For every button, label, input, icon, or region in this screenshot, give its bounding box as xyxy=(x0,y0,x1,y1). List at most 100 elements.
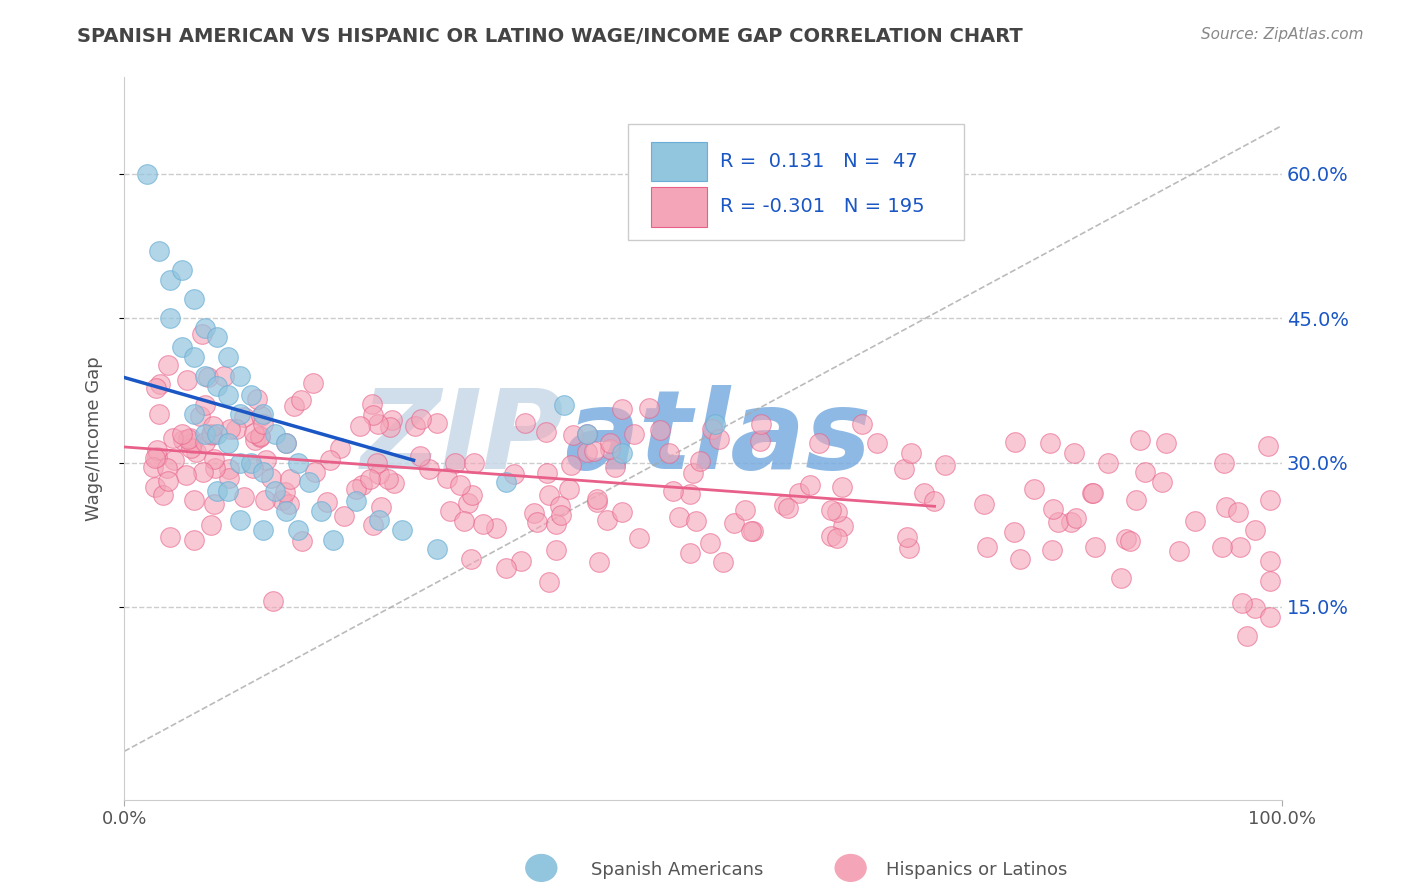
Point xyxy=(596,513,619,527)
Point xyxy=(537,488,560,502)
Point xyxy=(218,422,240,436)
Point xyxy=(1046,515,1069,529)
Point xyxy=(679,546,702,560)
Point xyxy=(679,487,702,501)
Point xyxy=(283,399,305,413)
Point xyxy=(789,486,811,500)
Point xyxy=(148,408,170,422)
Point xyxy=(603,460,626,475)
Point xyxy=(278,472,301,486)
Point xyxy=(143,480,166,494)
Point xyxy=(411,411,433,425)
Point xyxy=(1008,552,1031,566)
Point xyxy=(627,531,650,545)
Point xyxy=(183,292,205,306)
Point xyxy=(637,401,659,416)
Point xyxy=(322,533,344,547)
Point xyxy=(302,376,325,390)
Point xyxy=(263,484,285,499)
Point xyxy=(537,575,560,590)
Point xyxy=(194,320,217,334)
Point xyxy=(404,419,426,434)
Point xyxy=(252,465,274,479)
Point xyxy=(1167,544,1189,558)
Point xyxy=(156,474,179,488)
Point xyxy=(1039,436,1062,450)
Point xyxy=(1215,500,1237,515)
Point xyxy=(183,493,205,508)
Point xyxy=(1257,439,1279,453)
Point xyxy=(309,504,332,518)
Point xyxy=(344,494,367,508)
Point xyxy=(179,431,201,445)
Point xyxy=(361,408,384,422)
Point xyxy=(418,462,440,476)
Point xyxy=(749,434,772,448)
Point xyxy=(1244,524,1267,538)
Point xyxy=(260,471,283,485)
Point xyxy=(382,476,405,491)
Point xyxy=(191,326,214,341)
Point xyxy=(662,484,685,499)
Point xyxy=(682,466,704,480)
Point xyxy=(740,524,762,538)
Point xyxy=(242,461,264,475)
Point xyxy=(370,500,392,515)
Point xyxy=(217,436,239,450)
Point xyxy=(254,492,277,507)
Point xyxy=(205,330,228,344)
Point xyxy=(1129,433,1152,447)
Point xyxy=(217,484,239,499)
Point xyxy=(1081,486,1104,500)
Point xyxy=(460,551,482,566)
Point xyxy=(200,518,222,533)
Point xyxy=(246,392,269,407)
Point xyxy=(1004,435,1026,450)
Point xyxy=(449,478,471,492)
Point xyxy=(243,426,266,441)
Point xyxy=(1260,492,1282,507)
Point xyxy=(225,422,247,436)
Point xyxy=(217,388,239,402)
Point xyxy=(205,484,228,499)
Text: SPANISH AMERICAN VS HISPANIC OR LATINO WAGE/INCOME GAP CORRELATION CHART: SPANISH AMERICAN VS HISPANIC OR LATINO W… xyxy=(77,27,1024,45)
Point xyxy=(707,433,730,447)
Point xyxy=(599,436,621,450)
Point xyxy=(623,426,645,441)
Point xyxy=(240,456,263,470)
Point xyxy=(426,417,449,431)
Point xyxy=(172,433,194,447)
Point xyxy=(1059,516,1081,530)
Point xyxy=(233,410,256,425)
Point xyxy=(1211,540,1233,554)
Point xyxy=(217,350,239,364)
Point xyxy=(368,467,391,481)
Point xyxy=(381,413,404,427)
Point xyxy=(249,409,271,423)
Point xyxy=(443,456,465,470)
Point xyxy=(973,497,995,511)
Point xyxy=(344,482,367,496)
Point xyxy=(233,490,256,504)
Text: Source: ZipAtlas.com: Source: ZipAtlas.com xyxy=(1201,27,1364,42)
Point xyxy=(136,167,159,181)
Point xyxy=(205,426,228,441)
Point xyxy=(142,460,165,475)
Point xyxy=(191,465,214,479)
Point xyxy=(560,458,582,472)
Point xyxy=(463,456,485,470)
Point xyxy=(610,402,633,417)
Point xyxy=(391,523,413,537)
Point xyxy=(1109,571,1132,585)
Point xyxy=(900,446,922,460)
Point xyxy=(575,445,598,459)
Point xyxy=(436,471,458,485)
Point xyxy=(502,467,524,481)
Point xyxy=(526,515,548,529)
Point xyxy=(1229,540,1251,554)
Point xyxy=(544,542,567,557)
Point xyxy=(243,433,266,447)
Point xyxy=(201,418,224,433)
Point xyxy=(1024,482,1046,496)
Point xyxy=(1002,525,1025,540)
